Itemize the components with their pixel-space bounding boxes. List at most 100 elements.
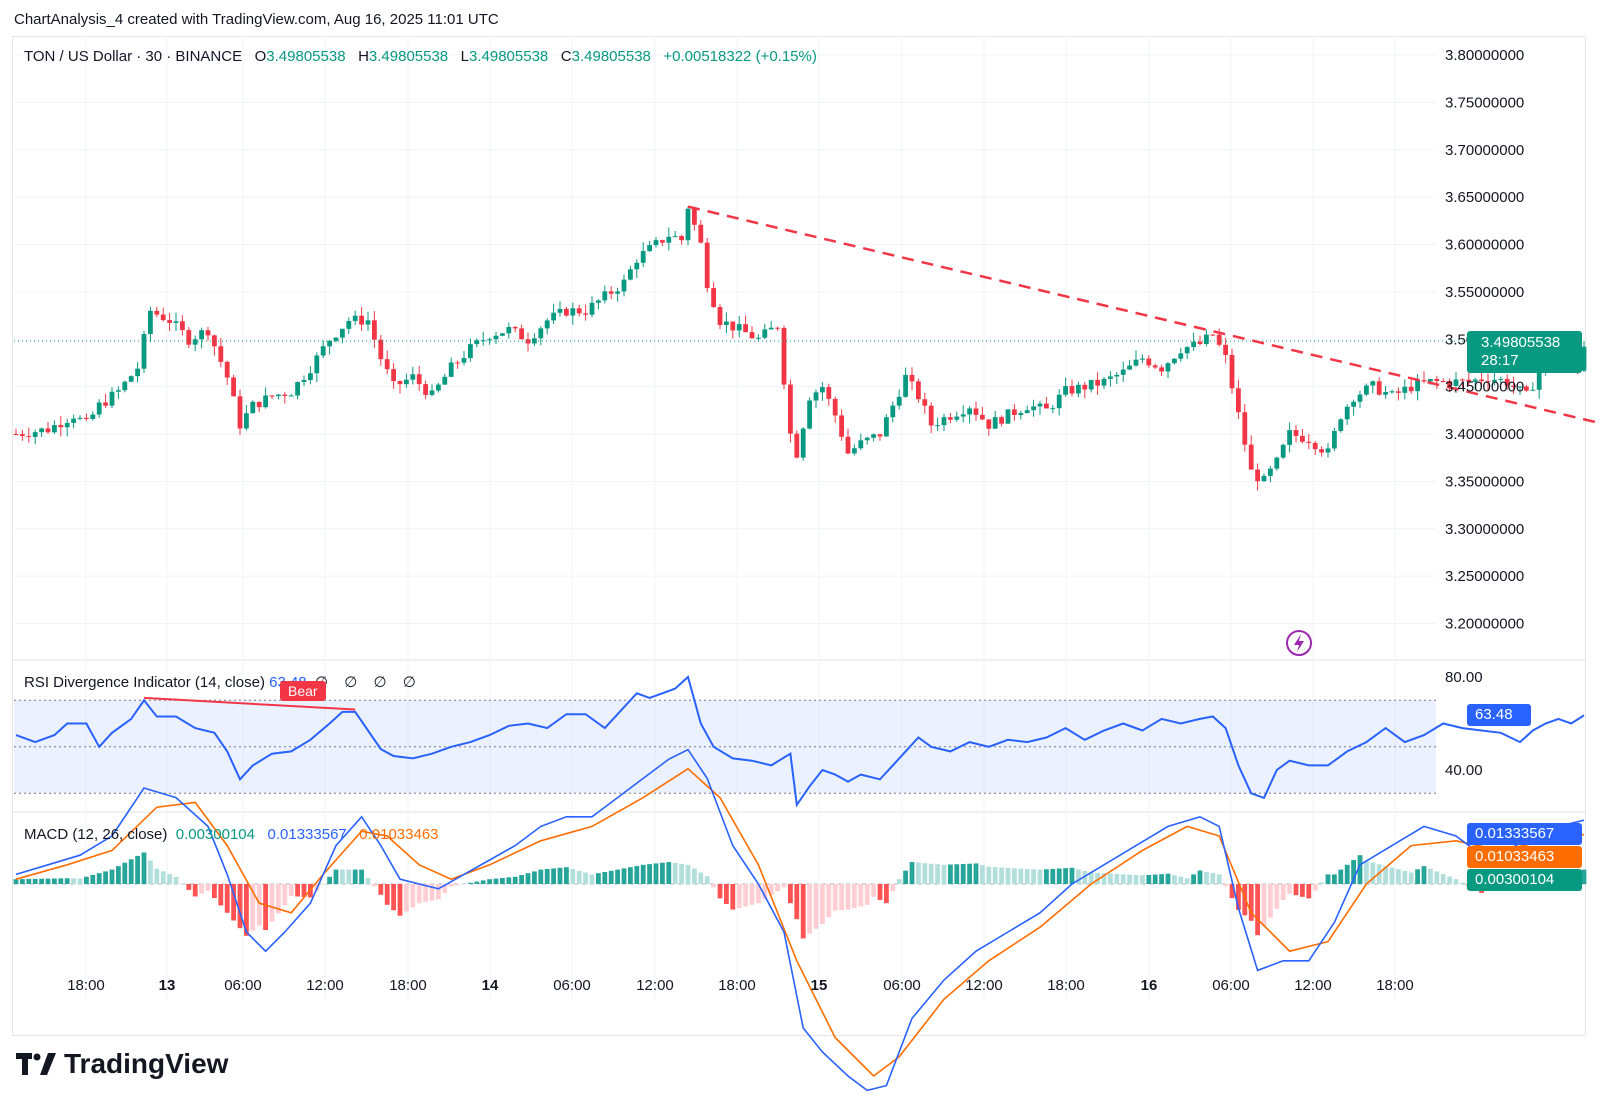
macd-histogram-bar (628, 867, 633, 884)
candle-body (692, 208, 697, 225)
candle-body (596, 300, 601, 303)
macd-histogram-bar (1204, 871, 1209, 884)
candle-body (1012, 409, 1017, 415)
candle-body (1504, 378, 1510, 386)
tradingview-brand-name: TradingView (64, 1048, 229, 1079)
candle-body (1229, 354, 1235, 389)
candle-body (871, 434, 876, 438)
macd-histogram-bar (800, 884, 806, 939)
change-value: +0.00518322 (+0.15%) (663, 48, 817, 65)
macd-histogram-bar (1088, 872, 1094, 884)
candle-body (1024, 410, 1030, 414)
candle-body (461, 358, 467, 363)
macd-histogram-bar (474, 881, 480, 884)
macd-hist-value: 0.00300104 (175, 826, 255, 843)
candle-body (1306, 441, 1312, 443)
macd-histogram-bar (704, 876, 710, 884)
candle-body (781, 327, 787, 385)
candle-body (135, 368, 140, 377)
x-tick-label: 18:00 (1376, 977, 1414, 994)
macd-histogram-bar (282, 884, 288, 906)
macd-histogram-bar (58, 878, 64, 884)
candle-body (288, 395, 294, 397)
macd-histogram-bar (1581, 869, 1587, 884)
x-tick-label: 18:00 (718, 977, 756, 994)
candle-body (1466, 379, 1472, 382)
macd-histogram-bar (96, 873, 102, 884)
macd-histogram-bar (122, 862, 128, 884)
macd-histogram-bar (173, 876, 179, 884)
candle-body (109, 391, 115, 406)
candle-body (122, 381, 128, 391)
macd-histogram-bar (90, 874, 96, 884)
x-tick-label: 06:00 (224, 977, 262, 994)
macd-histogram-bar (768, 884, 774, 896)
macd-histogram-bar (1383, 865, 1388, 884)
candle-body (359, 315, 364, 325)
chart-frame (12, 36, 1586, 1036)
macd-histogram-bar (538, 869, 544, 884)
low-label: L (460, 48, 470, 65)
macd-histogram-bar (986, 866, 992, 884)
candle-body (941, 417, 947, 426)
last-price-tag: 3.49805538 28:17 (1467, 331, 1582, 373)
candle-body (1415, 380, 1420, 392)
macd-histogram-bar (352, 869, 358, 884)
candle-body (186, 330, 192, 345)
candle-body (615, 291, 620, 294)
macd-histogram-bar (301, 884, 307, 897)
x-tick-label: 12:00 (965, 977, 1003, 994)
macd-histogram-bar (128, 859, 134, 884)
price-tick-label: 3.55000000 (1445, 284, 1524, 301)
candle-body (301, 380, 307, 383)
macd-histogram-bar (596, 873, 601, 884)
macd-histogram-bar (852, 884, 857, 908)
candle-body (1037, 403, 1043, 407)
tradingview-logo[interactable]: TradingView (16, 1048, 228, 1080)
candle-body (314, 355, 320, 374)
histogram-value-tag: 0.00300104 (1467, 869, 1582, 891)
macd-histogram-bar (109, 869, 115, 884)
candle-body (160, 314, 166, 321)
candle-body (896, 396, 902, 406)
macd-histogram-bar (711, 884, 716, 888)
macd-histogram-bar (410, 884, 416, 908)
candle-body (551, 312, 556, 321)
macd-histogram-bar (13, 879, 19, 884)
candle-body (64, 422, 70, 428)
candle-body (96, 402, 102, 415)
candle-body (717, 306, 723, 325)
candle-body (519, 328, 524, 340)
candle-body (487, 339, 492, 341)
macd-histogram-bar (167, 874, 172, 884)
macd-histogram-bar (1024, 868, 1030, 884)
macd-histogram-bar (205, 884, 211, 891)
candle-body (39, 428, 44, 433)
candle-body (826, 387, 832, 399)
candle-body (1172, 358, 1177, 364)
candle-body (1338, 419, 1344, 432)
candle-body (1312, 442, 1318, 450)
macd-histogram-bar (820, 884, 825, 924)
high-value: 3.49805538 (368, 48, 449, 65)
candle-body (909, 374, 915, 382)
macd-histogram-bar (218, 884, 224, 906)
candle-body (1050, 408, 1056, 410)
candle-body (980, 414, 985, 420)
candle-body (1005, 409, 1011, 424)
macd-line (15, 748, 1585, 1092)
macd-histogram-bar (525, 873, 531, 884)
macd-histogram-bar (794, 884, 800, 920)
candle-body (1120, 369, 1126, 375)
macd-histogram-bar (365, 878, 371, 884)
macd-histogram-bar (416, 884, 422, 904)
candle-body (384, 359, 390, 370)
candle-body (672, 236, 678, 238)
candle-body (365, 320, 371, 325)
low-value: 3.49805538 (469, 48, 549, 65)
macd-histogram-bar (1069, 867, 1075, 884)
candle-body (84, 417, 89, 420)
candle-body (832, 398, 838, 416)
candle-body (928, 405, 934, 426)
